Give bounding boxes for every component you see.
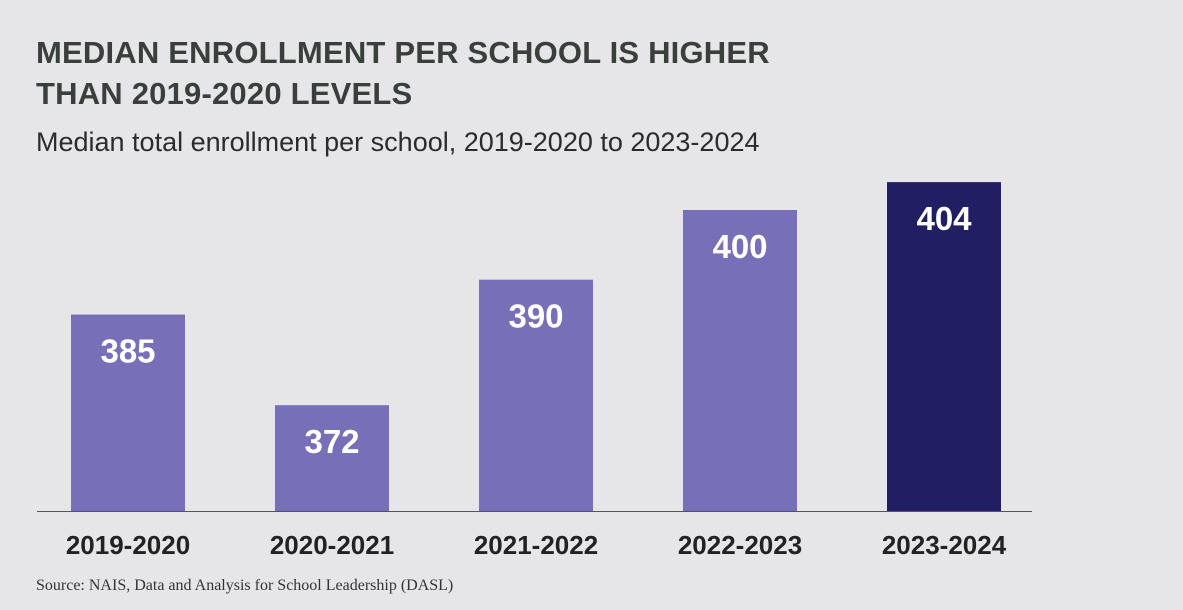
data-label-2023-2024: 404 xyxy=(916,200,972,237)
chart-title-line-2: THAN 2019-2020 LEVELS xyxy=(36,76,413,111)
chart-title: MEDIAN ENROLLMENT PER SCHOOL IS HIGHER T… xyxy=(36,32,1036,114)
x-tick-label-2020-2021: 2020-2021 xyxy=(270,530,394,560)
data-label-2019-2020: 385 xyxy=(100,333,155,370)
x-tick-label-2022-2023: 2022-2023 xyxy=(678,530,802,560)
bar-2021-2022 xyxy=(479,279,593,511)
x-tick-label-2023-2024: 2023-2024 xyxy=(882,530,1007,560)
data-label-2022-2023: 400 xyxy=(712,228,767,265)
chart-subtitle: Median total enrollment per school, 2019… xyxy=(36,127,760,157)
data-label-2020-2021: 372 xyxy=(304,423,359,460)
bar-2022-2023 xyxy=(683,210,797,511)
bar-2023-2024 xyxy=(887,182,1001,511)
bar-2019-2020 xyxy=(71,314,185,511)
x-tick-label-2021-2022: 2021-2022 xyxy=(474,530,598,560)
source-note: Source: NAIS, Data and Analysis for Scho… xyxy=(36,577,454,594)
chart-title-line-1: MEDIAN ENROLLMENT PER SCHOOL IS HIGHER xyxy=(36,35,770,70)
bar-2020-2021 xyxy=(275,405,389,511)
data-label-2021-2022: 390 xyxy=(508,298,563,335)
x-tick-label-2019-2020: 2019-2020 xyxy=(66,530,190,560)
